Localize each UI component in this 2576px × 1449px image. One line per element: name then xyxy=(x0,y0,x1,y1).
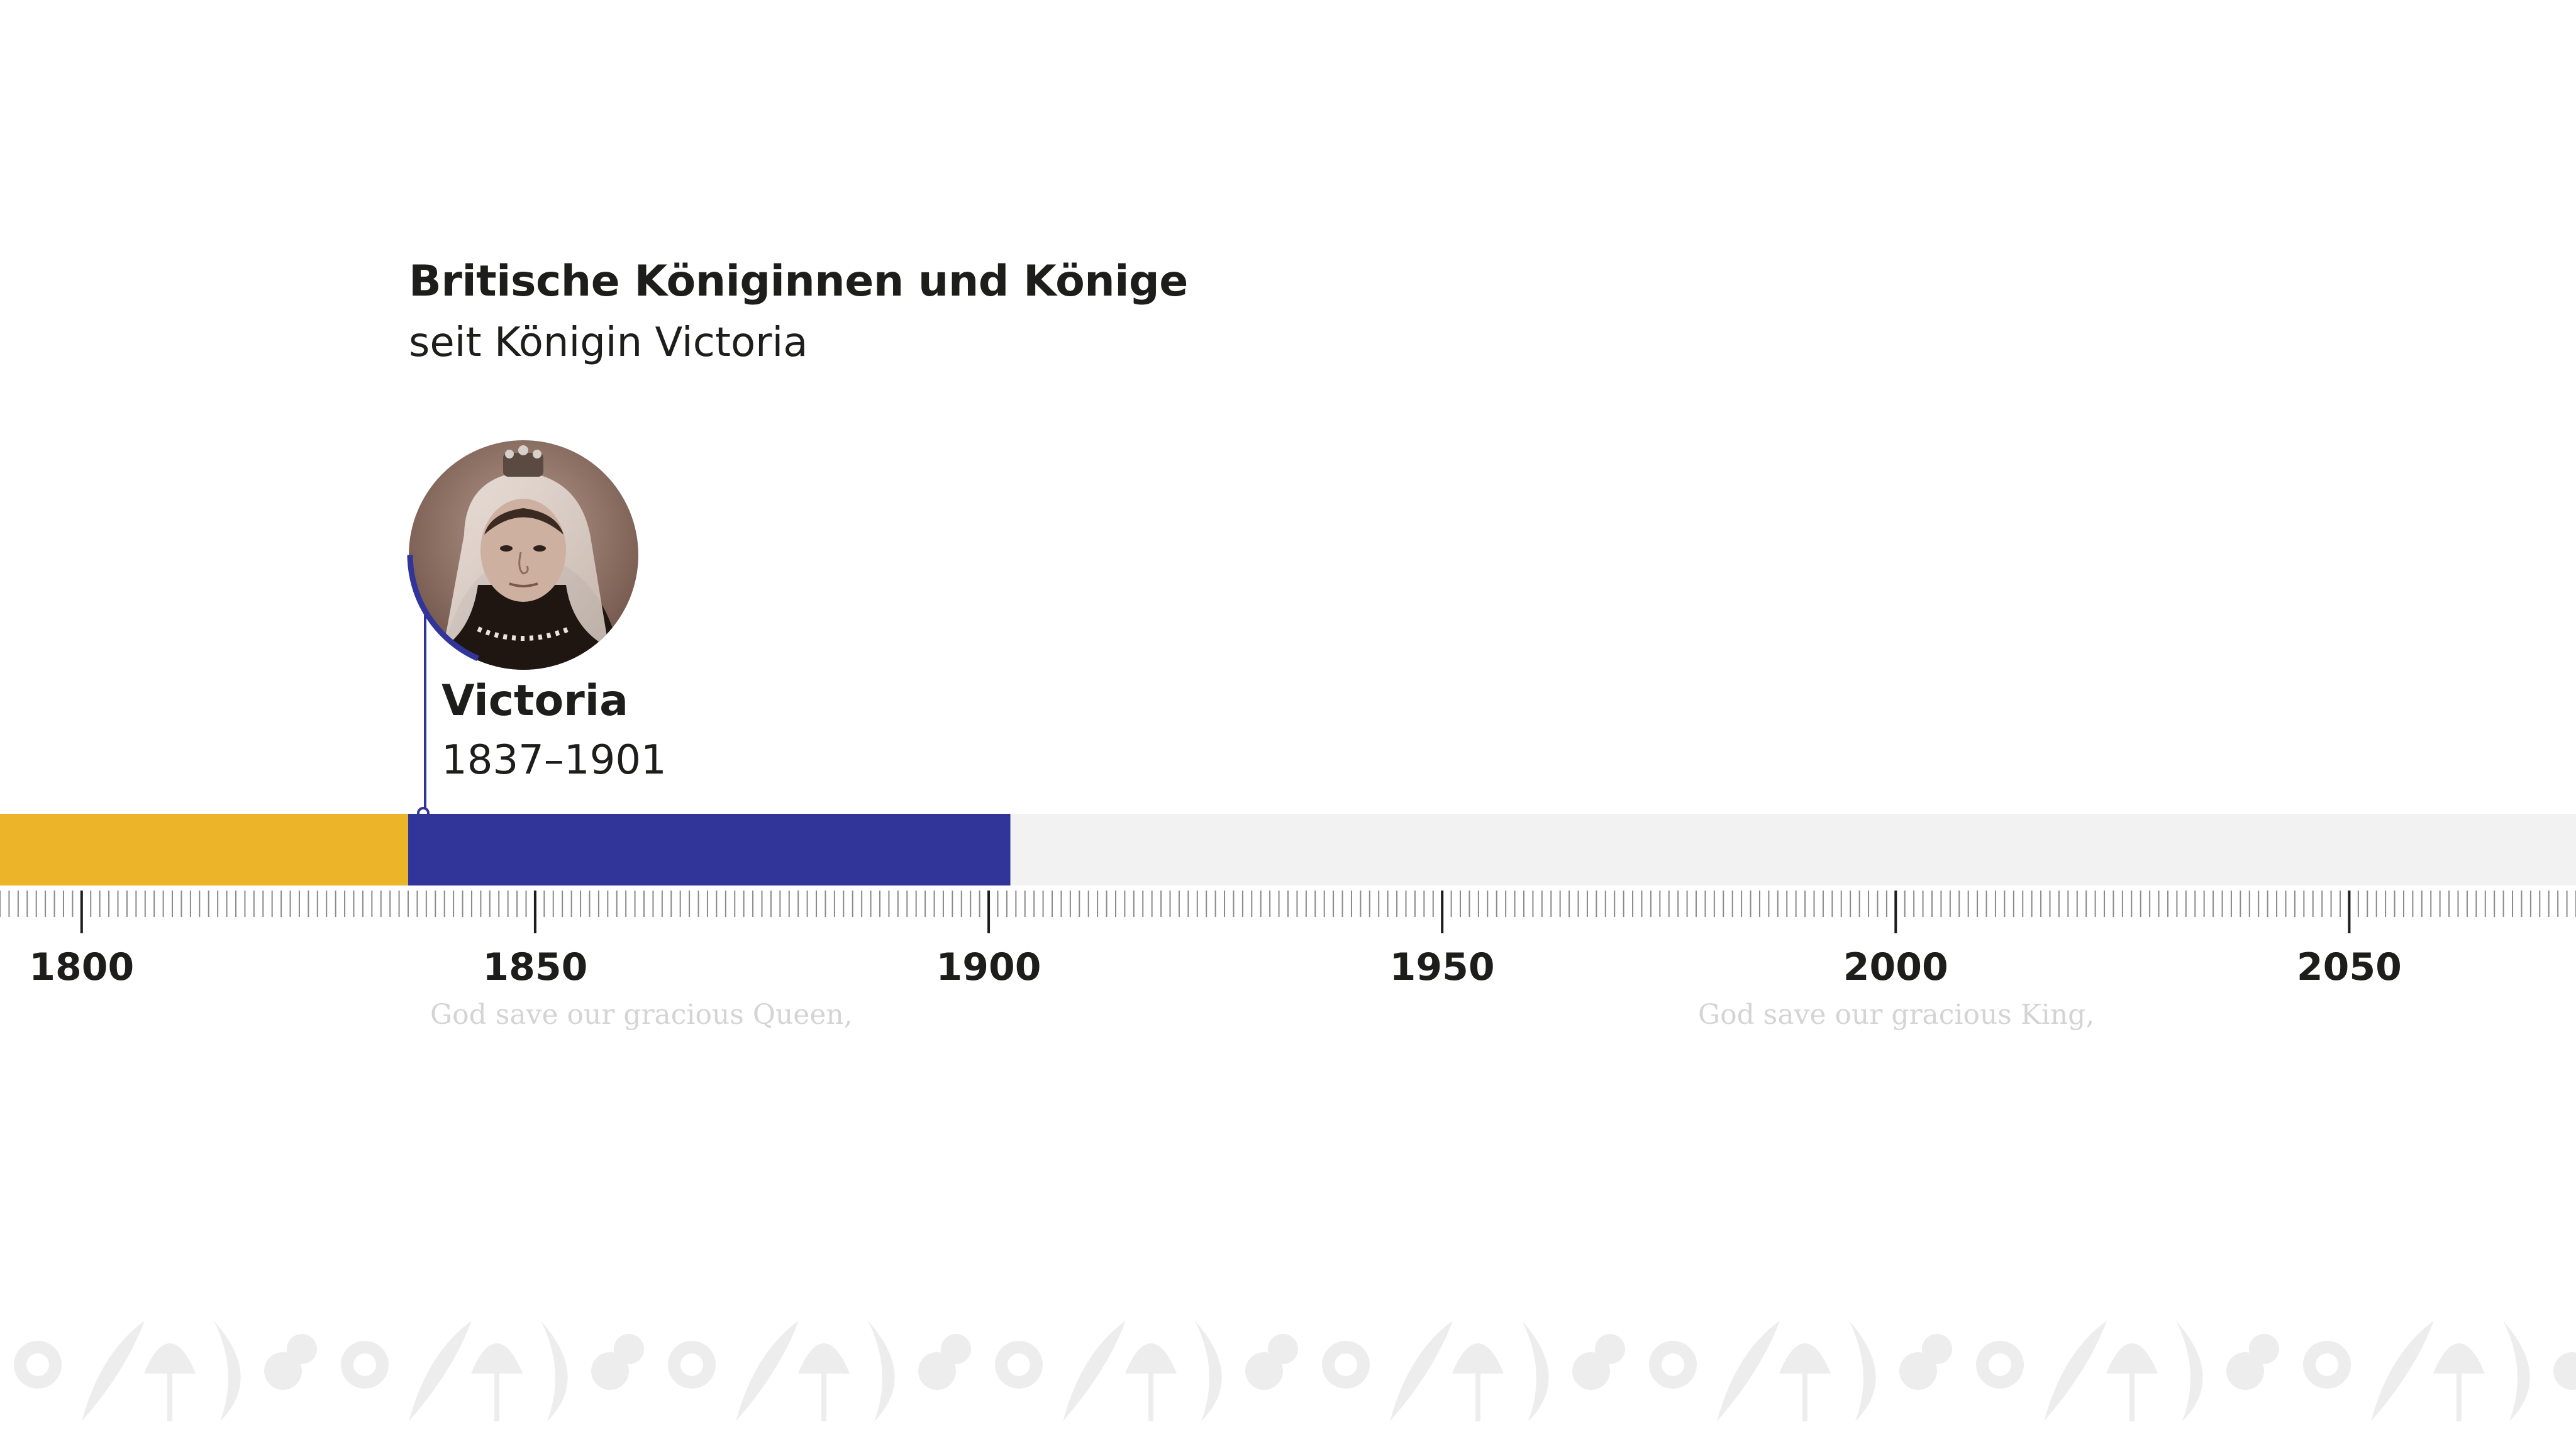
thistle-ornament xyxy=(797,1343,850,1421)
shamrock-ornament xyxy=(287,1334,317,1364)
rose-ornament-center xyxy=(26,1353,49,1376)
monarch-name: Victoria xyxy=(441,676,629,726)
shamrock-ornament xyxy=(1572,1352,1610,1390)
leaf-ornament xyxy=(1063,1321,1126,1421)
leaf-ornament xyxy=(82,1321,145,1421)
tick-label: 1800 xyxy=(29,945,134,989)
thistle-ornament xyxy=(2106,1343,2158,1421)
shamrock-ornament xyxy=(614,1334,644,1364)
victoria-portrait xyxy=(407,440,638,670)
victoria-portrait-image xyxy=(409,440,638,670)
shamrock-ornament xyxy=(941,1334,971,1364)
thistle-ornament xyxy=(470,1343,523,1421)
leaf-ornament xyxy=(541,1321,568,1421)
shamrock-ornament xyxy=(1268,1334,1298,1364)
leaf-ornament xyxy=(1390,1321,1453,1421)
leaf-ornament xyxy=(1522,1321,1549,1421)
rose-ornament-center xyxy=(680,1353,703,1376)
floral-border-decoration xyxy=(14,1321,2576,1421)
monarch-years: 1837–1901 xyxy=(441,737,667,784)
rose-ornament-center xyxy=(1662,1353,1684,1376)
anthem-line-king: God save our gracious King, xyxy=(1698,999,2095,1031)
leaf-ornament xyxy=(409,1321,472,1421)
thistle-ornament xyxy=(143,1343,196,1421)
rose-ornament-center xyxy=(1989,1353,2011,1376)
tick-label: 1850 xyxy=(482,945,587,989)
thistle-ornament xyxy=(2433,1343,2485,1421)
timeline-segment-remaining xyxy=(1010,814,2576,886)
shamrock-ornament xyxy=(2226,1352,2264,1390)
tick-label: 1950 xyxy=(1390,945,1495,989)
shamrock-ornament xyxy=(1922,1334,1952,1364)
anthem-line-queen: God save our gracious Queen, xyxy=(430,999,853,1031)
leaf-ornament xyxy=(1195,1321,1222,1421)
thistle-ornament xyxy=(1452,1343,1504,1421)
portrait-arc xyxy=(407,555,479,662)
leaf-ornament xyxy=(2371,1321,2434,1421)
shamrock-ornament xyxy=(2553,1352,2576,1390)
tick-label: 2050 xyxy=(2297,945,2402,989)
leaf-ornament xyxy=(2044,1321,2107,1421)
rose-ornament-center xyxy=(353,1353,376,1376)
leaf-ornament xyxy=(868,1321,895,1421)
shamrock-ornament xyxy=(591,1352,629,1390)
leaf-ornament xyxy=(2503,1321,2530,1421)
thistle-ornament xyxy=(1779,1343,1831,1421)
timeline-segment-before xyxy=(0,814,409,886)
leaf-ornament xyxy=(736,1321,799,1421)
leaf-ornament xyxy=(214,1321,241,1421)
timeline-segment-victoria xyxy=(408,814,1011,886)
rose-ornament-center xyxy=(1335,1353,1357,1376)
shamrock-ornament xyxy=(918,1352,956,1390)
tick-label: 2000 xyxy=(1843,945,1948,989)
marker-leader-line xyxy=(424,615,426,815)
chart-title: Britische Königinnen und Könige xyxy=(409,257,1188,306)
shamrock-ornament xyxy=(264,1352,302,1390)
rose-ornament-center xyxy=(1008,1353,1030,1376)
shamrock-ornament xyxy=(1899,1352,1937,1390)
leaf-ornament xyxy=(1717,1321,1780,1421)
shamrock-ornament xyxy=(1595,1334,1625,1364)
leaf-ornament xyxy=(1849,1321,1876,1421)
chart-subtitle: seit Königin Victoria xyxy=(409,319,808,366)
thistle-ornament xyxy=(1124,1343,1177,1421)
shamrock-ornament xyxy=(2249,1334,2279,1364)
rose-ornament-center xyxy=(2316,1353,2338,1376)
shamrock-ornament xyxy=(1245,1352,1283,1390)
tick-label: 1900 xyxy=(936,945,1041,989)
leaf-ornament xyxy=(2176,1321,2203,1421)
